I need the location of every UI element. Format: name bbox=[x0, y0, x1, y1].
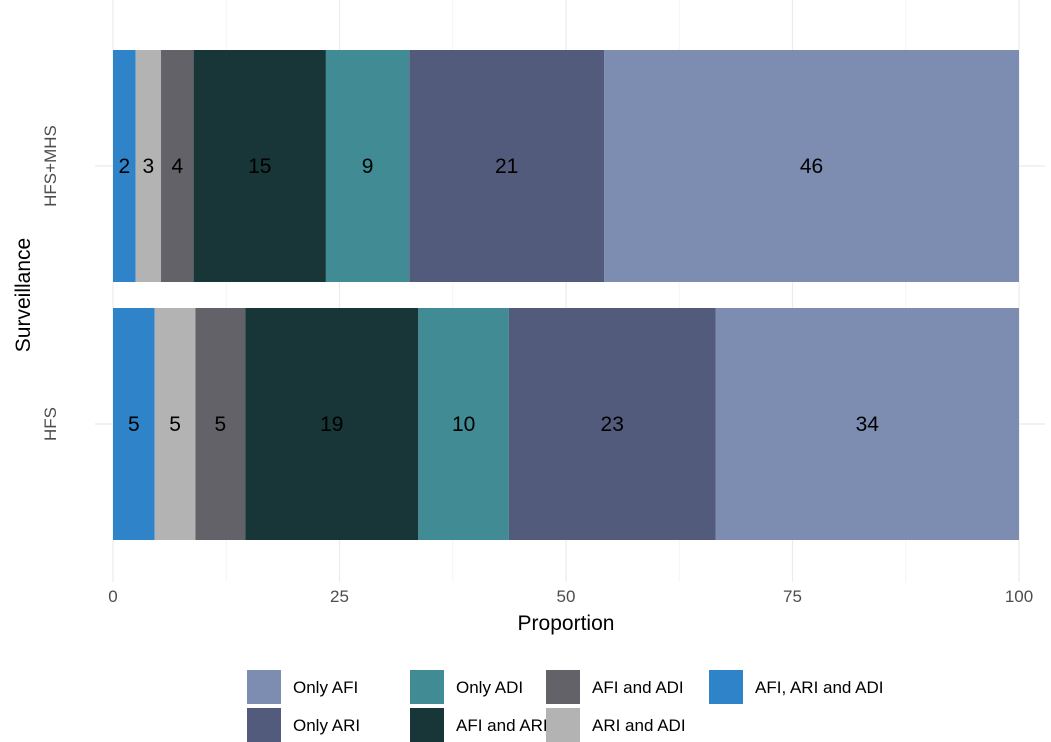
bar-segment bbox=[245, 308, 419, 540]
y-axis-ticks: HFS+MHS HFS bbox=[41, 125, 60, 441]
bar-value-label: 4 bbox=[171, 155, 183, 178]
bar-segment bbox=[135, 50, 162, 282]
y-tick-label: HFS bbox=[41, 407, 60, 441]
bar-value-label: 5 bbox=[169, 413, 181, 436]
bar-value-label: 21 bbox=[495, 155, 518, 178]
legend-swatch bbox=[709, 670, 743, 704]
bar-segment bbox=[508, 308, 716, 540]
bar-segment bbox=[195, 308, 246, 540]
x-tick-label: 100 bbox=[1005, 587, 1033, 606]
x-tick-label: 75 bbox=[783, 587, 802, 606]
bar-segment bbox=[325, 50, 410, 282]
legend-label: AFI, ARI and ADI bbox=[755, 678, 884, 697]
legend-label: AFI and ARI bbox=[456, 716, 548, 735]
bar-value-labels: 2 3 4 15 9 21 465 5 5 19 10 23 34 bbox=[118, 155, 879, 436]
bar-stacks bbox=[113, 50, 1019, 540]
legend-swatch bbox=[546, 708, 580, 742]
bar-value-label: 2 bbox=[118, 155, 130, 178]
x-tick-label: 50 bbox=[557, 587, 576, 606]
legend-label: Only ARI bbox=[293, 716, 360, 735]
legend-swatch bbox=[247, 670, 281, 704]
bar-value-label: 46 bbox=[800, 155, 823, 178]
bar-value-label: 5 bbox=[215, 413, 227, 436]
x-axis-ticks: 0 25 50 75 100 bbox=[108, 587, 1033, 606]
bar-segment bbox=[418, 308, 509, 540]
bar-segment bbox=[113, 308, 155, 540]
legend-label: ARI and ADI bbox=[592, 716, 686, 735]
legend-label: AFI and ADI bbox=[592, 678, 684, 697]
x-axis-title: Proportion bbox=[518, 612, 615, 635]
y-tick-label: HFS+MHS bbox=[41, 125, 60, 207]
legend: Only AFI Only ARI Only ADI AFI and ARI AFI a… bbox=[247, 670, 884, 742]
bar-value-label: 19 bbox=[320, 413, 343, 436]
x-tick-label: 25 bbox=[330, 587, 349, 606]
legend-label: Only AFI bbox=[293, 678, 358, 697]
bar-value-label: 15 bbox=[248, 155, 271, 178]
y-axis-title: Surveillance bbox=[12, 238, 35, 352]
bar-segment bbox=[604, 50, 1019, 282]
bar-segment bbox=[715, 308, 1019, 540]
bar-value-label: 5 bbox=[128, 413, 140, 436]
bar-segment bbox=[161, 50, 194, 282]
bar-value-label: 9 bbox=[362, 155, 374, 178]
x-tick-label: 0 bbox=[108, 587, 117, 606]
bar-value-label: 3 bbox=[142, 155, 154, 178]
legend-swatch bbox=[546, 670, 580, 704]
bar-value-label: 23 bbox=[601, 413, 624, 436]
bar-value-label: 34 bbox=[856, 413, 880, 436]
legend-swatch bbox=[247, 708, 281, 742]
legend-swatch bbox=[410, 708, 444, 742]
bar-segment bbox=[193, 50, 326, 282]
bar-segment bbox=[409, 50, 605, 282]
bar-segment bbox=[113, 50, 136, 282]
bar-segment bbox=[154, 308, 196, 540]
legend-label: Only ADI bbox=[456, 678, 523, 697]
bar-value-label: 10 bbox=[452, 413, 475, 436]
legend-swatch bbox=[410, 670, 444, 704]
